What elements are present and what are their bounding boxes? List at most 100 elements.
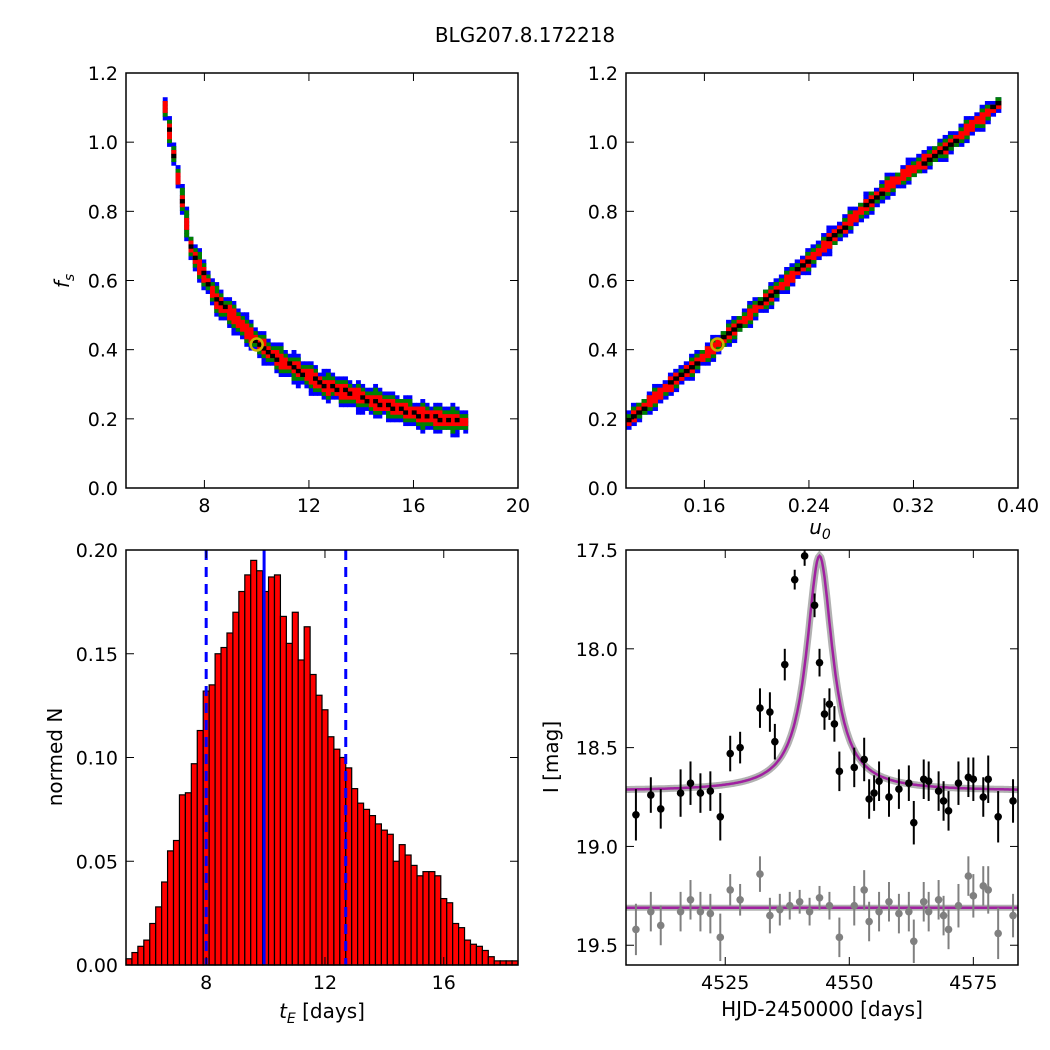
p2-cell-outer [726, 319, 732, 325]
p1-cell-inner [313, 372, 318, 378]
p1-cell-middle [274, 346, 280, 351]
p1-cell-inner [377, 399, 383, 404]
p1-cell-middle [463, 414, 469, 419]
p1-cell-outer [205, 289, 211, 295]
p1-cell-outer [398, 417, 404, 423]
p2-cell-inner [821, 248, 828, 253]
p1-cell-outer [222, 297, 228, 302]
p2-cell-outer [963, 138, 970, 144]
p2-cell-middle [646, 406, 653, 411]
p1-cell-middle [313, 387, 318, 393]
p2-cell-outer [969, 116, 975, 121]
histogram-bar [137, 945, 145, 966]
p2-cell-outer [958, 142, 965, 147]
p1-xtick-label: 12 [297, 495, 321, 517]
p1-cell-outer [248, 319, 254, 325]
p1-cell-outer [317, 372, 323, 378]
p2-cell-middle [821, 236, 828, 242]
p1-cell-inner [424, 410, 430, 415]
p1-cell-inner [227, 316, 233, 321]
p1-cell-outer [308, 387, 314, 393]
p2-cell-outer [873, 202, 880, 208]
p2-cell-outer [821, 233, 828, 238]
p2-cell-outer [689, 353, 695, 359]
histogram-bar [166, 850, 175, 966]
p1-cell-inner [295, 361, 301, 366]
p1-cell-outer [334, 376, 340, 381]
p2-cell-inner [689, 368, 695, 374]
p1-cell-core [214, 297, 220, 302]
p2-cell-outer [990, 112, 997, 117]
p1-cell-inner [454, 414, 460, 419]
p2-cell-core [736, 323, 743, 328]
p1-cell-outer [162, 116, 168, 121]
data-point [820, 710, 829, 718]
histogram-bar [131, 951, 139, 966]
p1-cell-outer [334, 395, 340, 400]
p2-cell-middle [773, 282, 780, 287]
p4-xlabel: HJD-2450000 [days] [721, 997, 923, 1021]
p1-cell-inner [265, 353, 271, 359]
histogram-bar [190, 763, 198, 966]
p1-cell-middle [424, 406, 430, 411]
p2-cell-outer [652, 383, 658, 389]
p1-cell-middle [304, 365, 310, 370]
p2-cell-outer [969, 131, 975, 136]
p2-cell-inner [958, 131, 965, 136]
p1-cell-middle [308, 365, 314, 370]
p1-cell-inner [321, 380, 327, 385]
p1-cell-outer [261, 361, 267, 366]
p1-cell-outer [261, 331, 267, 336]
p1-cell-middle [197, 251, 202, 257]
p2-cell-core [794, 266, 801, 272]
p1-cell-middle [231, 304, 237, 310]
p1-cell-middle [197, 274, 202, 279]
p1-cell-inner [407, 406, 413, 411]
p2-cell-outer [815, 240, 822, 245]
p2-cell-outer [630, 421, 637, 427]
p2-cell-outer [794, 259, 801, 264]
p3-ytick-label: 0.00 [76, 955, 118, 977]
p2-ytick-label: 0.0 [588, 478, 618, 500]
p1-cell-inner [325, 383, 331, 389]
p2-cell-outer [784, 266, 791, 272]
p1-cell-inner [222, 308, 228, 313]
p1-xtick-label: 16 [401, 495, 425, 517]
p1-cell-middle [330, 376, 336, 381]
p2-cell-inner [895, 176, 901, 181]
p2-cell-outer [868, 210, 875, 215]
p2-cell-core [995, 100, 1002, 106]
p3-xlabel-sub: E [287, 1011, 296, 1027]
p1-cell-outer [355, 380, 361, 385]
p1-cell-middle [218, 312, 224, 317]
p1-cell-core [291, 365, 297, 370]
p2-cell-outer [889, 172, 896, 178]
p2-cell-middle [884, 191, 891, 196]
p1-cell-inner [171, 150, 177, 155]
data-point [736, 743, 744, 752]
p2-cell-middle [715, 346, 722, 351]
p2-cell-middle [836, 233, 843, 238]
p2-cell-inner [910, 168, 917, 174]
p2-cell-outer [778, 274, 785, 279]
p3-bars [125, 550, 519, 966]
p1-cell-middle [446, 410, 452, 415]
p1-cell-core [411, 410, 417, 415]
data-point [944, 807, 953, 815]
p1-cell-inner [338, 391, 344, 396]
p1-cell-middle [355, 402, 361, 408]
p2-cell-inner [778, 282, 785, 287]
p1-cell-middle [291, 357, 297, 362]
panel-tE-histogram: 8 12 16 0.00 0.05 0.10 0.15 0.20 tE [days] norm… [43, 540, 519, 1027]
p1-cell-outer [205, 270, 211, 276]
p1-cell-middle [407, 402, 413, 408]
p1-cell-inner [441, 417, 447, 423]
p2-cell-core [879, 191, 886, 196]
p2-cell-inner [694, 357, 701, 362]
p4-ytick-label: 19.0 [576, 836, 618, 858]
residuals-point [994, 929, 1002, 938]
p1-cell-outer [437, 429, 443, 434]
p1-cell-middle [209, 282, 215, 287]
p2-cell-middle [731, 334, 738, 340]
p2-cell-outer [794, 274, 801, 279]
